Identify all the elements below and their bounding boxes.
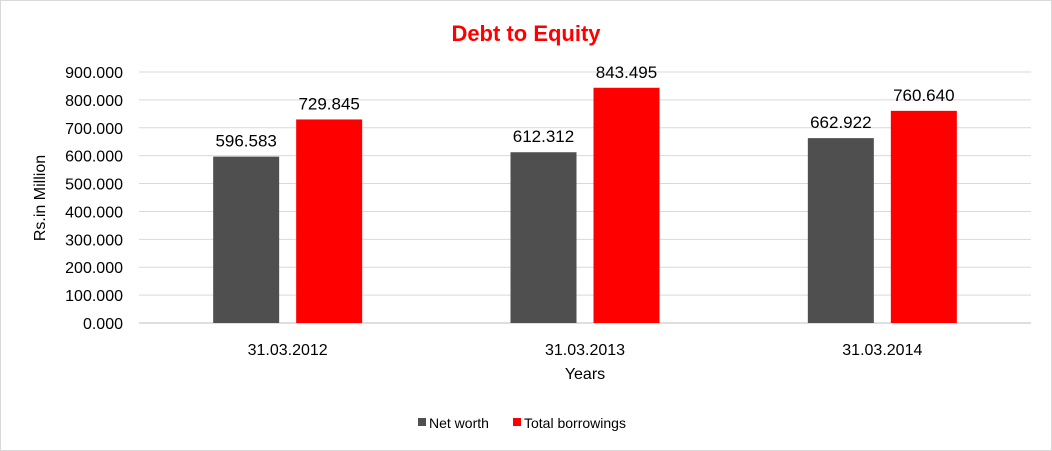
legend: Net worth Total borrowings — [418, 415, 626, 431]
bar-net-worth — [213, 156, 280, 323]
x-category-label: 31.03.2013 — [545, 342, 625, 359]
bar-total-borrowings — [296, 119, 363, 323]
y-tick-label: 300.000 — [65, 232, 123, 249]
x-axis-categories: 31.03.2012 31.03.2013 31.03.2014 — [248, 342, 923, 359]
bar-total-borrowings — [890, 110, 957, 323]
y-axis-ticks: 0.000 100.000 200.000 300.000 400.000 500.000… — [65, 65, 123, 333]
x-category-label: 31.03.2014 — [842, 342, 922, 359]
data-label: 760.640 — [893, 86, 954, 105]
data-label: 662.922 — [810, 113, 871, 132]
legend-label: Total borrowings — [524, 415, 626, 431]
y-tick-label: 700.000 — [65, 121, 123, 138]
bar-total-borrowings — [593, 87, 660, 324]
bars — [213, 87, 957, 324]
bar-net-worth — [807, 138, 874, 323]
y-axis-label: Rs.in Million — [32, 155, 49, 241]
x-category-label: 31.03.2012 — [248, 342, 328, 359]
data-label: 596.583 — [215, 132, 276, 151]
legend-swatch — [418, 418, 426, 426]
x-axis-label: Years — [565, 366, 605, 383]
legend-label: Net worth — [429, 415, 489, 431]
data-label: 729.845 — [298, 94, 359, 113]
data-labels: 596.583 729.845 612.312 843.495 662.922 760.6… — [215, 63, 954, 151]
data-label: 612.312 — [513, 127, 574, 146]
y-tick-label: 800.000 — [65, 93, 123, 110]
gridlines — [139, 71, 1031, 324]
data-label: 843.495 — [596, 63, 657, 82]
y-tick-label: 400.000 — [65, 204, 123, 221]
legend-swatch — [513, 418, 521, 426]
y-tick-label: 200.000 — [65, 260, 123, 277]
y-tick-label: 900.000 — [65, 65, 123, 82]
bar-net-worth — [510, 152, 577, 323]
y-tick-label: 0.000 — [83, 316, 123, 333]
y-tick-label: 500.000 — [65, 177, 123, 194]
y-tick-label: 100.000 — [65, 288, 123, 305]
y-tick-label: 600.000 — [65, 149, 123, 166]
chart-title: Debt to Equity — [451, 21, 601, 46]
